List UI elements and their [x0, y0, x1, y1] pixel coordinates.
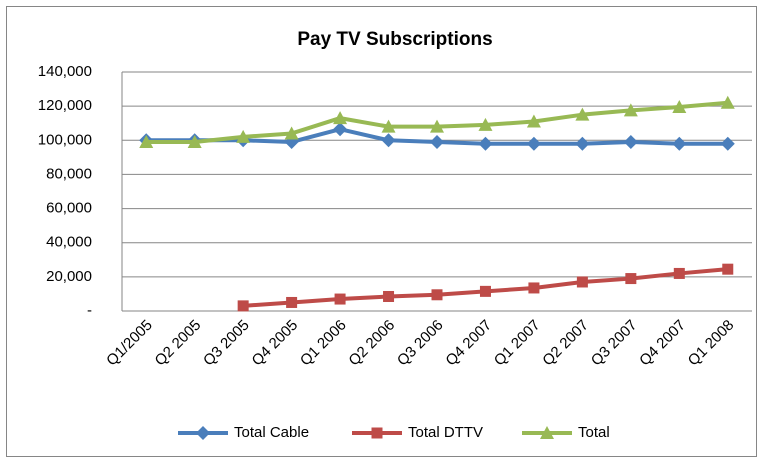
marker	[673, 267, 685, 279]
chart-title: Pay TV Subscriptions	[297, 29, 492, 50]
marker	[526, 136, 541, 151]
marker	[196, 426, 210, 440]
y-tick-label: 80,000	[46, 165, 92, 182]
marker	[371, 427, 383, 439]
y-tick-label: -	[87, 302, 92, 319]
marker	[720, 95, 735, 109]
marker	[430, 119, 444, 133]
marker	[528, 282, 540, 294]
marker	[237, 300, 249, 312]
marker	[625, 273, 637, 285]
marker	[334, 293, 346, 305]
marker	[672, 99, 687, 113]
marker	[575, 107, 590, 121]
chart-frame	[6, 6, 757, 457]
marker	[381, 119, 396, 133]
legend-item: Total Cable	[178, 424, 309, 441]
marker	[623, 134, 638, 149]
marker	[430, 134, 444, 149]
marker	[381, 133, 396, 148]
marker	[236, 129, 251, 143]
legend-label: Total Cable	[234, 424, 309, 441]
marker	[722, 263, 734, 275]
y-tick-label: 100,000	[38, 131, 92, 148]
y-tick-label: 120,000	[38, 97, 92, 114]
marker	[333, 111, 348, 125]
marker	[672, 136, 687, 151]
marker	[478, 117, 493, 131]
y-tick-label: 60,000	[46, 200, 92, 217]
marker	[478, 136, 493, 151]
marker	[383, 290, 395, 302]
marker	[187, 134, 202, 148]
y-tick-label: 20,000	[46, 268, 92, 285]
marker	[284, 126, 299, 140]
marker	[479, 285, 491, 297]
marker	[286, 296, 298, 308]
y-tick-label: 140,000	[38, 63, 92, 80]
marker	[431, 289, 443, 301]
legend-label: Total	[578, 424, 610, 441]
y-tick-label: 40,000	[46, 234, 92, 251]
marker	[575, 136, 590, 151]
marker	[540, 426, 554, 439]
marker	[720, 136, 735, 151]
legend-item: Total DTTV	[352, 424, 483, 441]
marker	[333, 122, 348, 137]
marker	[526, 114, 541, 128]
marker	[576, 276, 588, 288]
legend-item: Total	[522, 424, 610, 441]
marker	[139, 134, 154, 148]
marker	[623, 103, 638, 117]
legend-label: Total DTTV	[408, 424, 483, 441]
